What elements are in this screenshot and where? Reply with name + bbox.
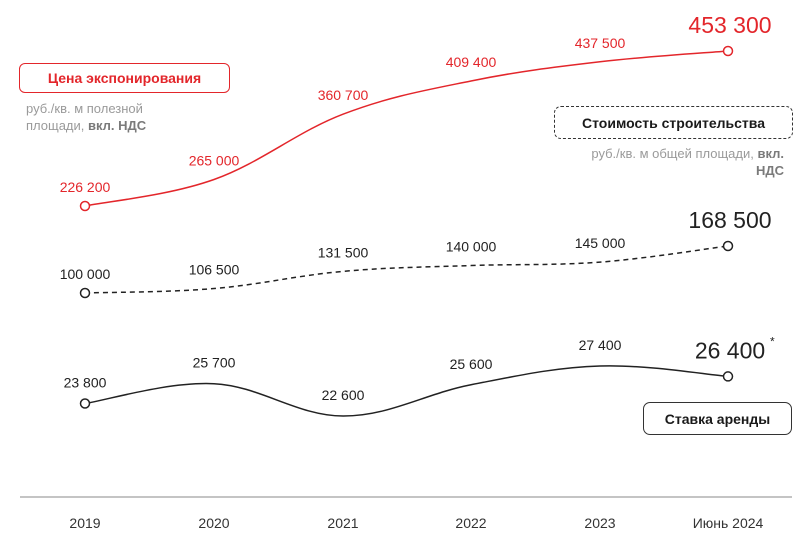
x-tick-label-2: 2021: [327, 515, 358, 531]
data-label-rent-1: 25 700: [193, 355, 236, 371]
legend-price-unit-bold: вкл. НДС: [88, 118, 147, 133]
data-label-cost-1: 106 500: [189, 262, 240, 278]
legend-cost: Стоимость строительства: [554, 106, 793, 139]
legend-price-unit-text: руб./кв. м полезной площади,: [26, 101, 143, 133]
data-label-price-4: 437 500: [575, 35, 626, 51]
data-label-rent-5: 26 400: [695, 337, 765, 363]
legend-price: Цена экспонирования: [19, 63, 230, 93]
data-label-rent-4: 27 400: [579, 337, 622, 353]
data-label-price-0: 226 200: [60, 179, 111, 195]
legend-price-unit: руб./кв. м полезной площади, вкл. НДС: [26, 100, 176, 134]
data-label-cost-3: 140 000: [446, 239, 497, 255]
data-label-rent-3: 25 600: [450, 356, 493, 372]
legend-rent-label: Ставка аренды: [664, 410, 771, 427]
data-label-price-5: 453 300: [688, 12, 771, 38]
legend-rent: Ставка аренды: [643, 402, 792, 435]
data-point-rent-0: [79, 398, 91, 409]
data-point-rent-5: [722, 371, 734, 382]
data-label-rent-0: 23 800: [64, 375, 107, 391]
x-tick-label-0: 2019: [69, 515, 100, 531]
data-label-cost-2: 131 500: [318, 244, 369, 260]
x-tick-label-5: Июнь 2024: [693, 515, 764, 531]
data-label-rent-footnote-mark: *: [770, 334, 775, 348]
data-point-price-5: [722, 45, 734, 57]
data-label-price-3: 409 400: [446, 54, 497, 70]
data-label-cost-0: 100 000: [60, 266, 111, 282]
legend-cost-unit-text: руб./кв. м общей площади,: [591, 146, 754, 161]
x-tick-label-1: 2020: [198, 515, 229, 531]
x-tick-label-3: 2022: [455, 515, 486, 531]
legend-cost-unit-bold: вкл. НДС: [755, 146, 784, 178]
series-line-cost: [84, 245, 729, 294]
data-label-rent-2: 22 600: [322, 387, 365, 403]
series-line-rent: [84, 365, 729, 417]
data-label-price-1: 265 000: [189, 153, 240, 169]
data-point-cost-5: [722, 240, 734, 252]
data-label-cost-5: 168 500: [688, 207, 771, 233]
x-tick-label-4: 2023: [584, 515, 615, 531]
legend-cost-unit: руб./кв. м общей площади, вкл. НДС: [588, 145, 784, 179]
data-label-price-2: 360 700: [318, 87, 369, 103]
data-point-price-0: [79, 200, 91, 212]
data-label-cost-4: 145 000: [575, 235, 626, 251]
legend-cost-label: Стоимость строительства: [582, 114, 765, 131]
legend-price-label: Цена экспонирования: [47, 70, 202, 86]
series-line-price: [84, 50, 729, 207]
data-point-cost-0: [79, 287, 91, 299]
